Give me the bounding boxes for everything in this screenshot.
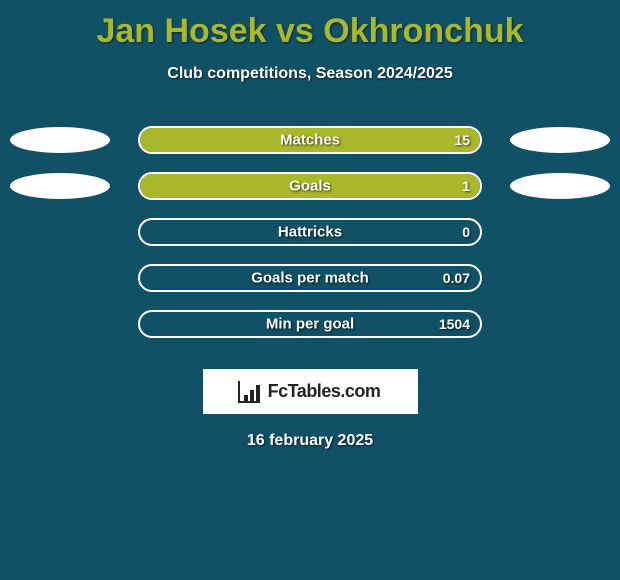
stat-bar-label: Goals per match xyxy=(140,270,480,287)
stats-bars-container: Matches15 Goals1 Hattricks0 Goals per match… xyxy=(0,117,620,347)
stat-bar-row: Hattricks0 xyxy=(0,209,620,255)
player-oval-right xyxy=(510,127,610,153)
stat-bar-row: Matches15 xyxy=(0,117,620,163)
player-oval-left xyxy=(10,173,110,199)
brand-box: FcTables.com xyxy=(203,369,418,414)
stat-bar-row: Goals per match0.07 xyxy=(0,255,620,301)
player-oval-left xyxy=(10,127,110,153)
stat-bar-row: Min per goal1504 xyxy=(0,301,620,347)
stat-bar: Matches15 xyxy=(138,126,482,154)
stat-bar-label: Hattricks xyxy=(140,224,480,241)
stat-bar: Min per goal1504 xyxy=(138,310,482,338)
stat-bar: Goals1 xyxy=(138,172,482,200)
stat-bar: Hattricks0 xyxy=(138,218,482,246)
stat-bar-label: Min per goal xyxy=(140,316,480,333)
date-text: 16 february 2025 xyxy=(0,432,620,450)
stat-bar: Goals per match0.07 xyxy=(138,264,482,292)
stat-bar-value: 1504 xyxy=(439,316,470,332)
stat-bar-fill xyxy=(140,174,480,198)
page-subtitle: Club competitions, Season 2024/2025 xyxy=(0,65,620,83)
bar-chart-icon xyxy=(240,383,262,401)
stat-bar-value: 0.07 xyxy=(443,270,470,286)
stat-bar-value: 0 xyxy=(462,224,470,240)
stat-bar-row: Goals1 xyxy=(0,163,620,209)
page-title: Jan Hosek vs Okhronchuk xyxy=(0,0,620,51)
stat-bar-fill xyxy=(140,128,480,152)
player-oval-right xyxy=(510,173,610,199)
brand-text: FcTables.com xyxy=(268,381,381,402)
